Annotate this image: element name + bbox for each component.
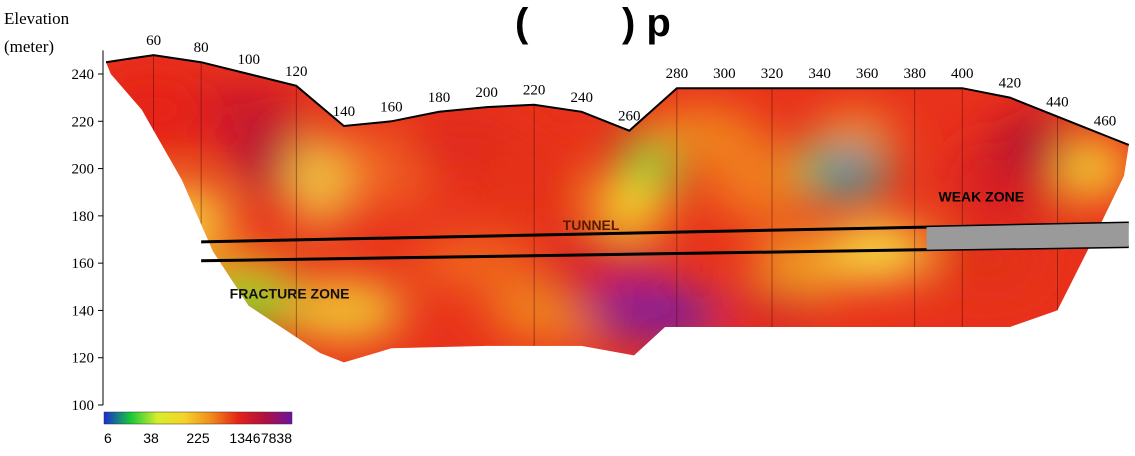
y-tick-label: 100 — [72, 398, 95, 414]
colorbar-tick-label: 38 — [143, 430, 159, 446]
resistivity-blob — [1058, 138, 1129, 199]
resistivity-blob — [198, 84, 299, 135]
resistivity-blob — [285, 135, 356, 226]
x-tick-label: 140 — [333, 104, 356, 120]
y-tick-label: 140 — [72, 303, 95, 319]
tunnel-weak-section — [926, 222, 1129, 250]
resistivity-blob — [472, 145, 573, 216]
resistivity-blob — [705, 140, 816, 221]
tunnel-lines — [201, 221, 1129, 263]
colorbar-tick-label: 7838 — [261, 430, 292, 446]
annotation-label: WEAK ZONE — [939, 189, 1025, 205]
colorbar: 6 38 225 1346 7838 — [103, 411, 293, 446]
surface-line — [105, 54, 1130, 146]
resistivity-blob — [640, 108, 761, 159]
colorbar-tick-label: 1346 — [229, 430, 260, 446]
x-tick-labels: 60 80 100 120 140 160 180 200 220 240 260 280 300 320… — [146, 33, 1116, 129]
y-tick-label: 240 — [72, 67, 95, 83]
x-tick-label: 300 — [713, 66, 736, 82]
x-tick-label: 180 — [428, 90, 451, 106]
y-tick-label: 180 — [72, 209, 95, 225]
x-tick-label: 80 — [194, 40, 209, 56]
y-tick-label: 120 — [72, 351, 95, 367]
zone-annotations: TUNNEL WEAK ZONE FRACTURE ZONE — [230, 189, 1024, 302]
resistivity-blob — [826, 150, 871, 187]
x-tick-label: 320 — [761, 66, 784, 82]
x-tick-label: 60 — [146, 33, 161, 49]
resistivity-blob — [122, 185, 233, 246]
title-fragment-right: ) p — [622, 1, 671, 45]
x-tick-label: 360 — [856, 66, 879, 82]
annotation-label: TUNNEL — [563, 217, 620, 233]
colorbar-tick-label: 6 — [104, 430, 112, 446]
resistivity-blob — [993, 114, 1074, 175]
title-fragment-left: ( — [515, 1, 529, 45]
resistivity-blob — [815, 113, 896, 154]
resistivity-blob — [589, 174, 670, 235]
colorbar-tick-label: 225 — [186, 430, 210, 446]
x-tick-label: 340 — [808, 66, 831, 82]
x-tick-label: 120 — [285, 64, 308, 80]
x-tick-label: 440 — [1046, 95, 1069, 111]
x-tick-label: 240 — [570, 90, 593, 106]
y-tick-label: 160 — [72, 256, 95, 272]
resistivity-blob — [414, 238, 535, 289]
y-axis: 240 220 200 180 160 140 120 100 — [72, 50, 104, 414]
annotation-label: FRACTURE ZONE — [230, 286, 350, 302]
x-tick-label: 220 — [523, 83, 546, 99]
surface-profile — [105, 54, 1130, 146]
y-tick-label: 200 — [72, 162, 95, 178]
ylabel-line2: (meter) — [4, 37, 54, 56]
y-tick-label: 220 — [72, 114, 95, 130]
x-tick-label: 400 — [951, 66, 974, 82]
resistivity-blob — [283, 280, 404, 341]
x-tick-label: 460 — [1094, 113, 1117, 129]
ylabel-line1: Elevation — [4, 9, 70, 28]
x-tick-label: 280 — [666, 66, 689, 82]
x-tick-label: 380 — [903, 66, 926, 82]
x-tick-label: 420 — [999, 76, 1022, 92]
x-tick-label: 160 — [380, 99, 403, 115]
x-tick-label: 200 — [475, 85, 498, 101]
x-tick-label: 260 — [618, 109, 641, 125]
x-tick-label: 100 — [237, 52, 260, 68]
colorbar-gradient — [103, 411, 293, 425]
